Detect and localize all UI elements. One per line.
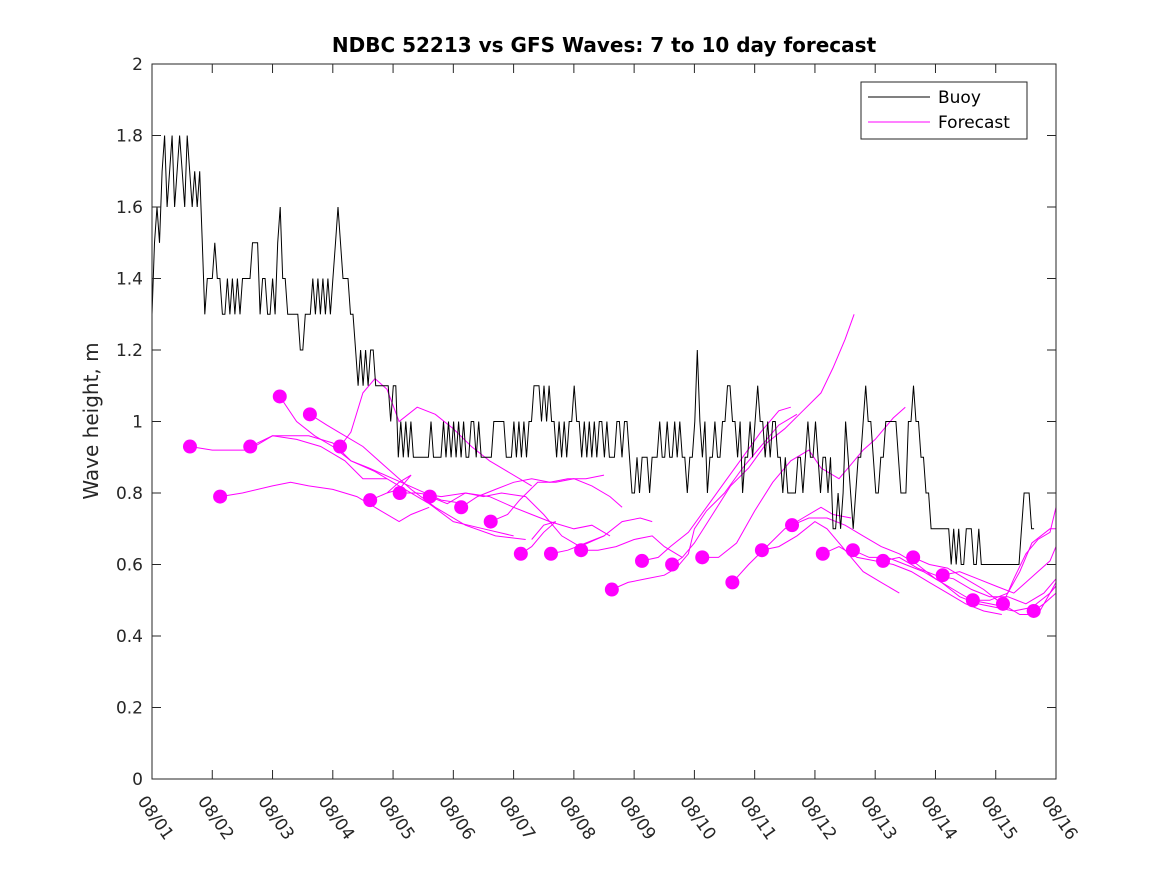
- y-tick-label: 1.8: [116, 127, 143, 147]
- y-tick-label: 2: [132, 55, 143, 75]
- forecast-line: [671, 314, 855, 565]
- forecast-start-marker: [243, 439, 258, 454]
- legend-label-buoy: Buoy: [938, 88, 981, 108]
- forecast-start-marker: [213, 489, 228, 504]
- forecast-start-marker: [634, 553, 649, 568]
- forecast-start-marker: [876, 553, 891, 568]
- forecast-start-marker: [272, 389, 287, 404]
- forecast-start-marker: [302, 407, 317, 422]
- y-tick-label: 0.8: [116, 484, 143, 504]
- series-layer: [151, 135, 1057, 618]
- forecast-line: [1002, 507, 1057, 604]
- forecast-start-marker: [182, 439, 197, 454]
- forecast-line: [972, 528, 1056, 601]
- forecast-start-marker: [574, 543, 589, 558]
- y-tick-label: 0.2: [116, 699, 143, 719]
- forecast-line: [641, 406, 791, 562]
- y-tick-label: 0.6: [116, 556, 143, 576]
- forecast-line: [189, 435, 387, 480]
- forecast-start-marker: [935, 568, 950, 583]
- forecast-line: [702, 406, 906, 558]
- forecast-start-marker: [845, 543, 860, 558]
- y-tick-label: 1: [132, 413, 143, 433]
- forecast-start-marker: [1026, 603, 1041, 618]
- forecast-line: [520, 521, 557, 555]
- forecast-line: [309, 413, 526, 540]
- forecast-start-marker: [965, 593, 980, 608]
- forecast-line: [611, 413, 798, 590]
- forecast-line: [581, 535, 683, 558]
- legend: Buoy Forecast: [860, 81, 1028, 140]
- buoy-line: [151, 135, 1035, 565]
- forecast-start-marker: [483, 514, 498, 529]
- y-tick-label: 1.6: [116, 198, 143, 218]
- forecast-start-marker: [785, 518, 800, 533]
- forecast-start-marker: [422, 489, 437, 504]
- y-tick-label: 0.4: [116, 627, 143, 647]
- forecast-start-marker: [454, 500, 469, 515]
- forecast-start-marker: [995, 596, 1010, 611]
- forecast-start-marker: [333, 439, 348, 454]
- forecast-start-marker: [392, 486, 407, 500]
- forecast-line: [550, 517, 653, 555]
- y-tick-label: 1.2: [116, 341, 143, 361]
- forecast-start-marker: [815, 546, 830, 561]
- forecast-line: [882, 556, 1057, 605]
- forecast-line: [220, 481, 430, 523]
- forecast-start-marker: [725, 575, 740, 590]
- y-axis-label: Wave height, m: [79, 342, 103, 499]
- forecast-line: [460, 474, 605, 508]
- forecast-start-marker: [363, 493, 378, 508]
- legend-label-forecast: Forecast: [938, 113, 1010, 133]
- forecast-start-marker: [695, 550, 710, 565]
- forecast-start-marker: [665, 557, 680, 572]
- forecast-start-marker: [906, 550, 921, 565]
- forecast-start-marker: [513, 546, 528, 561]
- forecast-start-marker: [604, 582, 619, 597]
- chart-title: NDBC 52213 vs GFS Waves: 7 to 10 day for…: [332, 33, 877, 57]
- forecast-line: [339, 377, 532, 487]
- forecast-line: [490, 478, 623, 523]
- legend-box: [860, 81, 1028, 140]
- forecast-start-marker: [754, 543, 769, 558]
- forecast-line: [429, 492, 605, 548]
- y-tick-label: 0: [132, 770, 143, 790]
- forecast-line: [942, 546, 1057, 594]
- forecast-start-marker: [543, 546, 558, 561]
- y-tick-label: 1.4: [116, 270, 143, 290]
- forecast-line: [761, 520, 900, 594]
